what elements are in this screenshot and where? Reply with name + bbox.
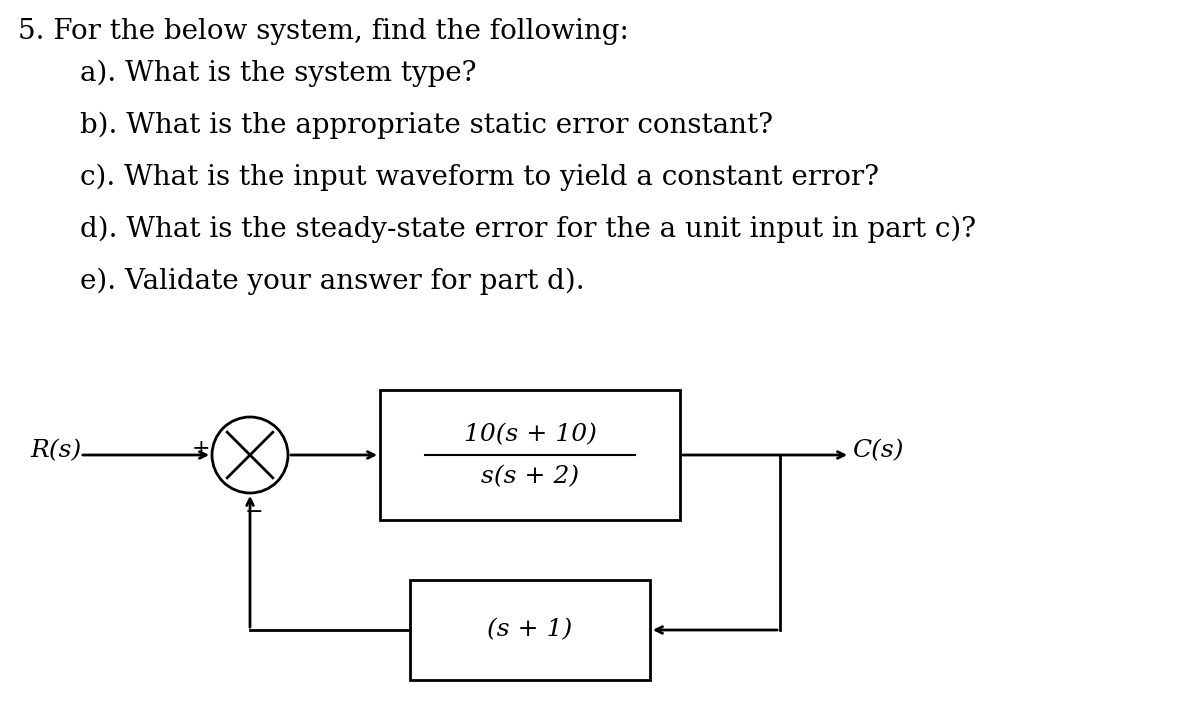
Text: d). What is the steady-state error for the a unit input in part c)?: d). What is the steady-state error for t… bbox=[80, 216, 976, 243]
Text: 10(s + 10): 10(s + 10) bbox=[463, 424, 596, 447]
Text: 5. For the below system, find the following:: 5. For the below system, find the follow… bbox=[18, 18, 629, 45]
Text: s(s + 2): s(s + 2) bbox=[481, 465, 580, 488]
Text: −: − bbox=[245, 501, 263, 523]
Text: C(s): C(s) bbox=[852, 439, 904, 462]
Text: a). What is the system type?: a). What is the system type? bbox=[80, 60, 476, 88]
Bar bbox=[380, 390, 680, 520]
Bar bbox=[410, 580, 650, 680]
Text: e). Validate your answer for part d).: e). Validate your answer for part d). bbox=[80, 268, 584, 295]
Text: R(s): R(s) bbox=[30, 439, 82, 462]
Text: +: + bbox=[191, 438, 210, 460]
Text: b). What is the appropriate static error constant?: b). What is the appropriate static error… bbox=[80, 112, 773, 139]
Text: (s + 1): (s + 1) bbox=[487, 618, 572, 641]
Text: c). What is the input waveform to yield a constant error?: c). What is the input waveform to yield … bbox=[80, 164, 878, 192]
